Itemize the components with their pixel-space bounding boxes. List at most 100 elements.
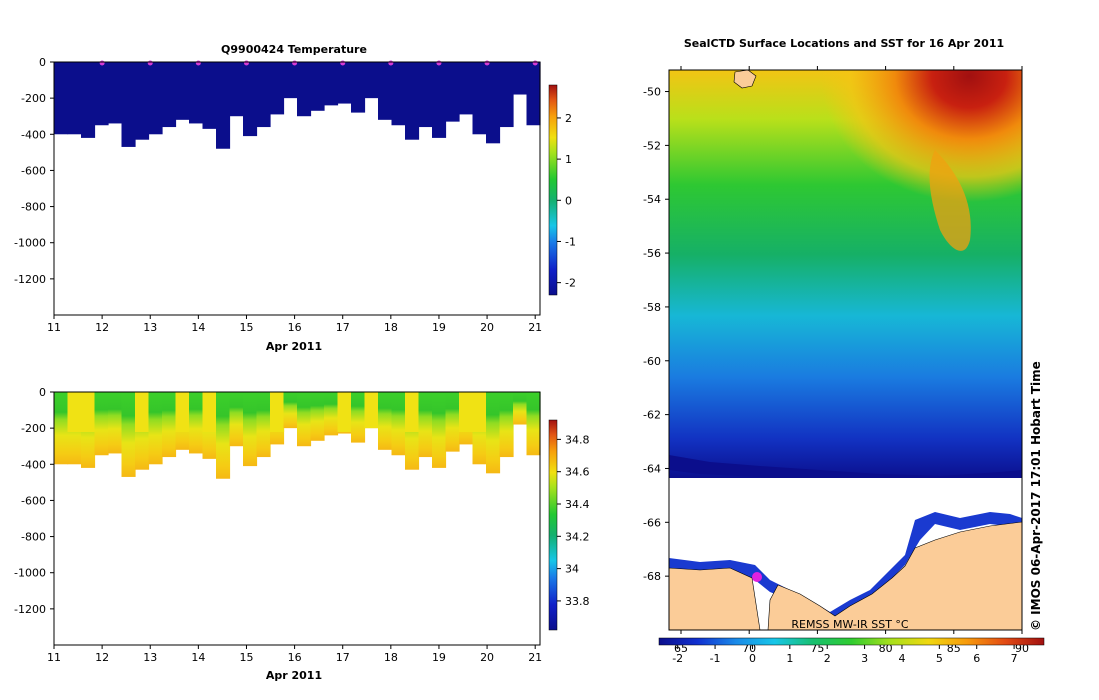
temperature-profile bbox=[175, 62, 190, 120]
temperature-cbtick-label: 1 bbox=[565, 153, 572, 166]
surface-marker bbox=[532, 60, 538, 66]
surface-marker bbox=[99, 60, 105, 66]
sst-cbtick-label: 5 bbox=[936, 652, 943, 665]
temperature-colorbar-ticks: 2 1 0 -1 -2 bbox=[557, 112, 576, 290]
salinity-ytick-label: 0 bbox=[39, 386, 46, 399]
temperature-profile bbox=[94, 62, 109, 126]
salinity-colorbar-ticks: 34.8 34.6 34.4 34.2 34 33.8 bbox=[557, 433, 590, 608]
sst-colorbar bbox=[658, 637, 1045, 646]
sst-lat-label: -66 bbox=[643, 516, 661, 529]
temperature-profile bbox=[513, 62, 528, 95]
temperature-profile bbox=[243, 62, 258, 137]
salinity-xtick-label: 13 bbox=[143, 651, 157, 664]
salinity-xtick-label: 12 bbox=[95, 651, 109, 664]
temperature-profile bbox=[378, 62, 393, 120]
sst-cbtick-label: -2 bbox=[672, 652, 683, 665]
salinity-ytick-label: -800 bbox=[21, 531, 46, 544]
sst-latitude-axis: -50 -52 -54 -56 -58 -60 -62 -64 -66 -68 bbox=[643, 86, 669, 583]
salinity-profile bbox=[486, 392, 501, 474]
temperature-xtick-label: 13 bbox=[143, 321, 157, 334]
surface-marker bbox=[484, 60, 490, 66]
temperature-cbtick-label: -1 bbox=[565, 235, 576, 248]
salinity-surface-patch bbox=[472, 392, 487, 432]
salinity-surface-patch bbox=[270, 392, 285, 432]
sst-lat-label: -50 bbox=[643, 86, 661, 99]
temperature-ytick-label: -1200 bbox=[14, 273, 46, 286]
coastal-polynya bbox=[669, 512, 1022, 620]
sst-lat-label: -60 bbox=[643, 355, 661, 368]
temperature-xtick-label: 21 bbox=[528, 321, 542, 334]
salinity-xtick-label: 20 bbox=[480, 651, 494, 664]
salinity-surface-patch bbox=[364, 392, 379, 429]
temperature-profile bbox=[162, 62, 177, 128]
temperature-profile bbox=[418, 62, 433, 128]
salinity-profile bbox=[297, 392, 312, 447]
temperature-profile bbox=[432, 62, 447, 138]
temperature-profile bbox=[405, 62, 420, 140]
sst-lat-label: -52 bbox=[643, 139, 661, 152]
salinity-colorbar bbox=[548, 419, 558, 631]
temperature-xtick-label: 17 bbox=[336, 321, 350, 334]
temperature-profile bbox=[270, 62, 285, 115]
temperature-profile bbox=[283, 62, 298, 99]
temperature-profile bbox=[526, 62, 541, 126]
surface-marker bbox=[436, 60, 442, 66]
salinity-surface-patch bbox=[175, 392, 190, 432]
temperature-profile-fill bbox=[54, 62, 541, 149]
temperature-ytick-label: -200 bbox=[21, 92, 46, 105]
temperature-profile bbox=[189, 62, 204, 124]
temperature-profile bbox=[445, 62, 460, 122]
salinity-xtick-label: 11 bbox=[47, 651, 61, 664]
temperature-cbtick-label: 2 bbox=[565, 112, 572, 125]
sst-colorbar-ticks: -2 -1 0 1 2 3 4 5 6 7 bbox=[672, 645, 1018, 665]
temperature-chart-title: Q9900424 Temperature bbox=[221, 43, 367, 56]
sst-cbtick-label: 0 bbox=[749, 652, 756, 665]
temperature-profile bbox=[499, 62, 514, 128]
temperature-x-axis: 11 12 13 14 15 16 17 18 19 20 21 bbox=[47, 315, 542, 334]
sst-cbtick-label: 6 bbox=[973, 652, 980, 665]
salinity-profile bbox=[148, 392, 163, 465]
temperature-xtick-label: 20 bbox=[480, 321, 494, 334]
sst-cbtick-label: 2 bbox=[824, 652, 831, 665]
temperature-ytick-label: -800 bbox=[21, 201, 46, 214]
temperature-profile bbox=[486, 62, 501, 144]
temperature-xtick-label: 15 bbox=[239, 321, 253, 334]
salinity-ytick-label: -600 bbox=[21, 494, 46, 507]
sst-map-title: SealCTD Surface Locations and SST for 16… bbox=[684, 37, 1004, 50]
temperature-profile bbox=[310, 62, 325, 111]
salinity-profile bbox=[513, 392, 528, 425]
sst-lat-label: -62 bbox=[643, 409, 661, 422]
salinity-xtick-label: 18 bbox=[384, 651, 398, 664]
salinity-x-label: Apr 2011 bbox=[266, 669, 322, 682]
salinity-profile bbox=[121, 392, 136, 477]
salinity-y-axis: 0 -200 -400 -600 -800 -1000 -1200 bbox=[14, 386, 54, 616]
sst-lat-label: -64 bbox=[643, 462, 661, 475]
sst-map-frame bbox=[668, 69, 1023, 631]
temperature-ytick-label: -1000 bbox=[14, 237, 46, 250]
temperature-xtick-label: 11 bbox=[47, 321, 61, 334]
surface-marker bbox=[292, 60, 298, 66]
salinity-profile bbox=[229, 392, 244, 447]
salinity-profile bbox=[283, 392, 298, 429]
temperature-profile bbox=[459, 62, 474, 115]
temperature-profile bbox=[324, 62, 339, 106]
temperature-plot-frame bbox=[53, 61, 541, 316]
sst-lat-label: -56 bbox=[643, 247, 661, 260]
temperature-x-label: Apr 2011 bbox=[266, 340, 322, 353]
sst-cbtick-label: -1 bbox=[710, 652, 721, 665]
salinity-cbtick-label: 34 bbox=[565, 563, 579, 576]
temperature-profile bbox=[108, 62, 123, 124]
temperature-profile bbox=[297, 62, 312, 117]
temperature-profile bbox=[364, 62, 379, 99]
sst-lat-label: -54 bbox=[643, 193, 661, 206]
warm-tongue bbox=[929, 150, 971, 251]
salinity-xtick-label: 14 bbox=[191, 651, 205, 664]
temperature-xtick-label: 19 bbox=[432, 321, 446, 334]
temperature-ytick-label: 0 bbox=[39, 56, 46, 69]
temperature-profile bbox=[67, 62, 82, 135]
salinity-xtick-label: 19 bbox=[432, 651, 446, 664]
temperature-profile bbox=[202, 62, 217, 129]
salinity-ytick-label: -1200 bbox=[14, 603, 46, 616]
ice-edge-band bbox=[669, 455, 1022, 484]
